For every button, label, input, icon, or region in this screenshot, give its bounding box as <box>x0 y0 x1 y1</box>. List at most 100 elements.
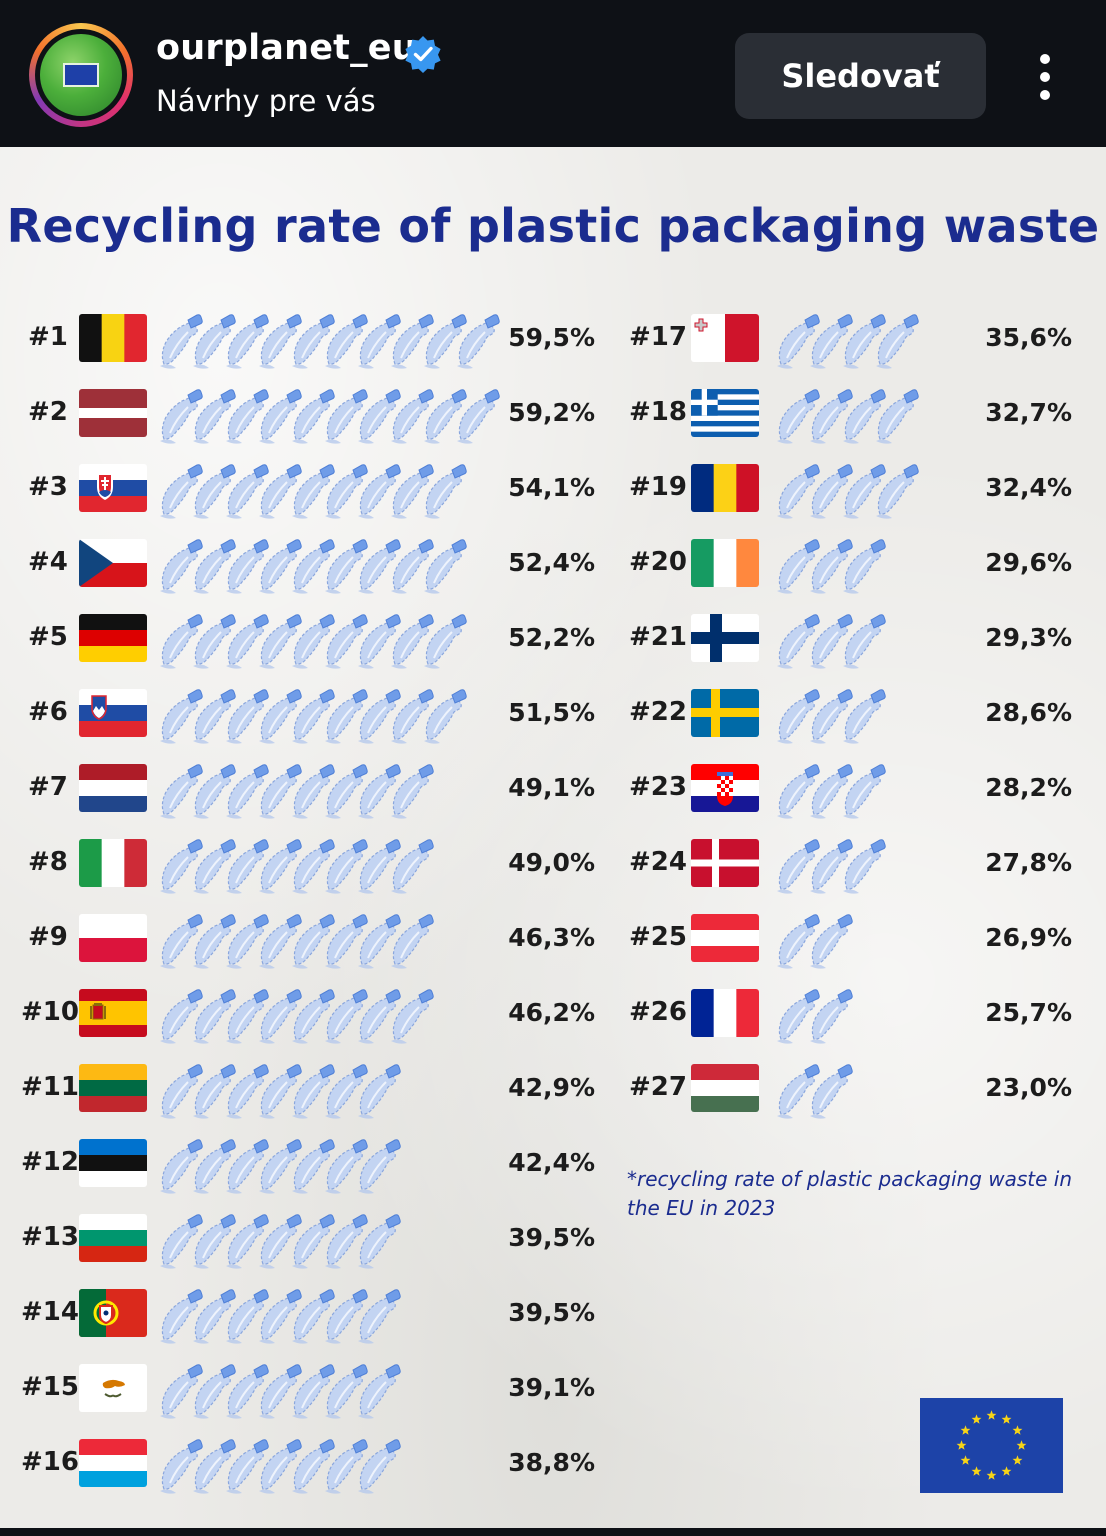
eu-flag-logo <box>920 1398 1063 1493</box>
percentage-value: 39,5% <box>508 1223 595 1252</box>
percentage-value: 26,9% <box>985 923 1072 952</box>
profile-avatar[interactable] <box>29 23 133 127</box>
account-name[interactable]: ourplanet_eu <box>156 28 417 68</box>
rank-label: #7 <box>28 772 68 802</box>
avatar-frame <box>35 29 127 121</box>
rank-label: #27 <box>629 1072 687 1102</box>
rank-label: #16 <box>21 1447 79 1477</box>
follow-button[interactable]: Sledovať <box>735 33 986 119</box>
percentage-value: 28,6% <box>985 698 1072 727</box>
bottle-bar <box>775 983 853 1044</box>
rank-label: #18 <box>629 397 687 427</box>
bottle-bar <box>158 1133 401 1194</box>
hungary-flag-icon <box>691 1064 759 1112</box>
denmark-flag-icon <box>691 839 759 887</box>
ranking-row: #14 39,5% <box>0 1289 600 1345</box>
ranking-row: #12 42,4% <box>0 1139 600 1195</box>
bottle-bar <box>775 608 886 669</box>
ranking-row: #26 25,7% <box>612 989 1092 1045</box>
avatar-globe-icon <box>40 34 122 116</box>
slovakia-flag-icon <box>79 464 147 512</box>
rank-label: #15 <box>21 1372 79 1402</box>
bottle-bar <box>775 1058 853 1119</box>
bottle-bar <box>158 1058 403 1119</box>
ranking-row: #2 <box>0 389 600 445</box>
percentage-value: 28,2% <box>985 773 1072 802</box>
bottle-bar <box>775 908 857 969</box>
ranking-row: #20 29,6% <box>612 539 1092 595</box>
austria-flag-icon <box>691 914 759 962</box>
rank-label: #5 <box>28 622 68 652</box>
bottle-bar <box>158 1358 401 1419</box>
bottle-bar <box>158 908 434 969</box>
rank-label: #4 <box>28 547 68 577</box>
ranking-row: #9 46,3% <box>0 914 600 970</box>
finland-flag-icon <box>691 614 759 662</box>
bottle-bar <box>158 833 437 894</box>
luxembourg-flag-icon <box>79 1439 147 1487</box>
ranking-row: #17 35,6% <box>612 314 1092 370</box>
rank-label: #14 <box>21 1297 79 1327</box>
rank-label: #1 <box>28 322 68 352</box>
more-options-icon[interactable] <box>1022 50 1070 104</box>
sweden-flag-icon <box>691 689 759 737</box>
portugal-flag-icon <box>79 1289 147 1337</box>
rank-label: #22 <box>629 697 687 727</box>
percentage-value: 59,5% <box>508 323 595 352</box>
verified-badge-icon <box>405 36 441 73</box>
ranking-row: #24 27,8% <box>612 839 1092 895</box>
percentage-value: 46,3% <box>508 923 595 952</box>
rank-label: #6 <box>28 697 68 727</box>
malta-flag-icon <box>691 314 759 362</box>
lithuania-flag-icon <box>79 1064 147 1112</box>
ranking-row: #10 46,2% <box>0 989 600 1045</box>
bottle-bar <box>158 1433 401 1494</box>
percentage-value: 39,1% <box>508 1373 595 1402</box>
bottle-bar <box>158 308 500 369</box>
ireland-flag-icon <box>691 539 759 587</box>
cyprus-flag-icon <box>79 1364 147 1412</box>
bottom-strip <box>0 1528 1106 1536</box>
percentage-value: 38,8% <box>508 1448 595 1477</box>
ranking-row: #4 <box>0 539 600 595</box>
rank-label: #26 <box>629 997 687 1027</box>
rank-label: #23 <box>629 772 687 802</box>
ranking-row: #22 28,6% <box>612 689 1092 745</box>
percentage-value: 25,7% <box>985 998 1072 1027</box>
percentage-value: 42,4% <box>508 1148 595 1177</box>
estonia-flag-icon <box>79 1139 147 1187</box>
ranking-row: #15 39,1% <box>0 1364 600 1420</box>
percentage-value: 52,2% <box>508 623 595 652</box>
ranking-row: #27 23,0% <box>612 1064 1092 1120</box>
bottle-bar <box>775 458 919 519</box>
bottle-bar <box>158 983 434 1044</box>
footnote: *recycling rate of plastic packaging was… <box>627 1167 1073 1220</box>
ranking-row: #6 <box>0 689 600 745</box>
rank-label: #12 <box>21 1147 79 1177</box>
rank-label: #10 <box>21 997 79 1027</box>
bottle-bar <box>775 533 886 594</box>
infographic-title: Recycling rate of plastic packaging wast… <box>6 199 1100 253</box>
percentage-value: 49,0% <box>508 848 595 877</box>
percentage-value: 49,1% <box>508 773 595 802</box>
bottle-bar <box>775 833 886 894</box>
germany-flag-icon <box>79 614 147 662</box>
percentage-value: 39,5% <box>508 1298 595 1327</box>
ranking-row: #13 39,5% <box>0 1214 600 1270</box>
netherlands-flag-icon <box>79 764 147 812</box>
bottle-bar <box>775 383 919 444</box>
ranking-row: #16 38,8% <box>0 1439 600 1495</box>
rank-label: #2 <box>28 397 68 427</box>
percentage-value: 32,4% <box>985 473 1072 502</box>
ranking-row: #23 28,2% <box>612 764 1092 820</box>
bottle-bar <box>158 533 467 594</box>
bottle-bar <box>775 758 886 819</box>
bottle-bar <box>775 308 922 369</box>
greece-flag-icon <box>691 389 759 437</box>
rank-label: #9 <box>28 922 68 952</box>
percentage-value: 51,5% <box>508 698 595 727</box>
france-flag-icon <box>691 989 759 1037</box>
infographic-poster: Recycling rate of plastic packaging wast… <box>0 147 1106 1536</box>
bottle-bar <box>158 458 467 519</box>
percentage-value: 59,2% <box>508 398 595 427</box>
